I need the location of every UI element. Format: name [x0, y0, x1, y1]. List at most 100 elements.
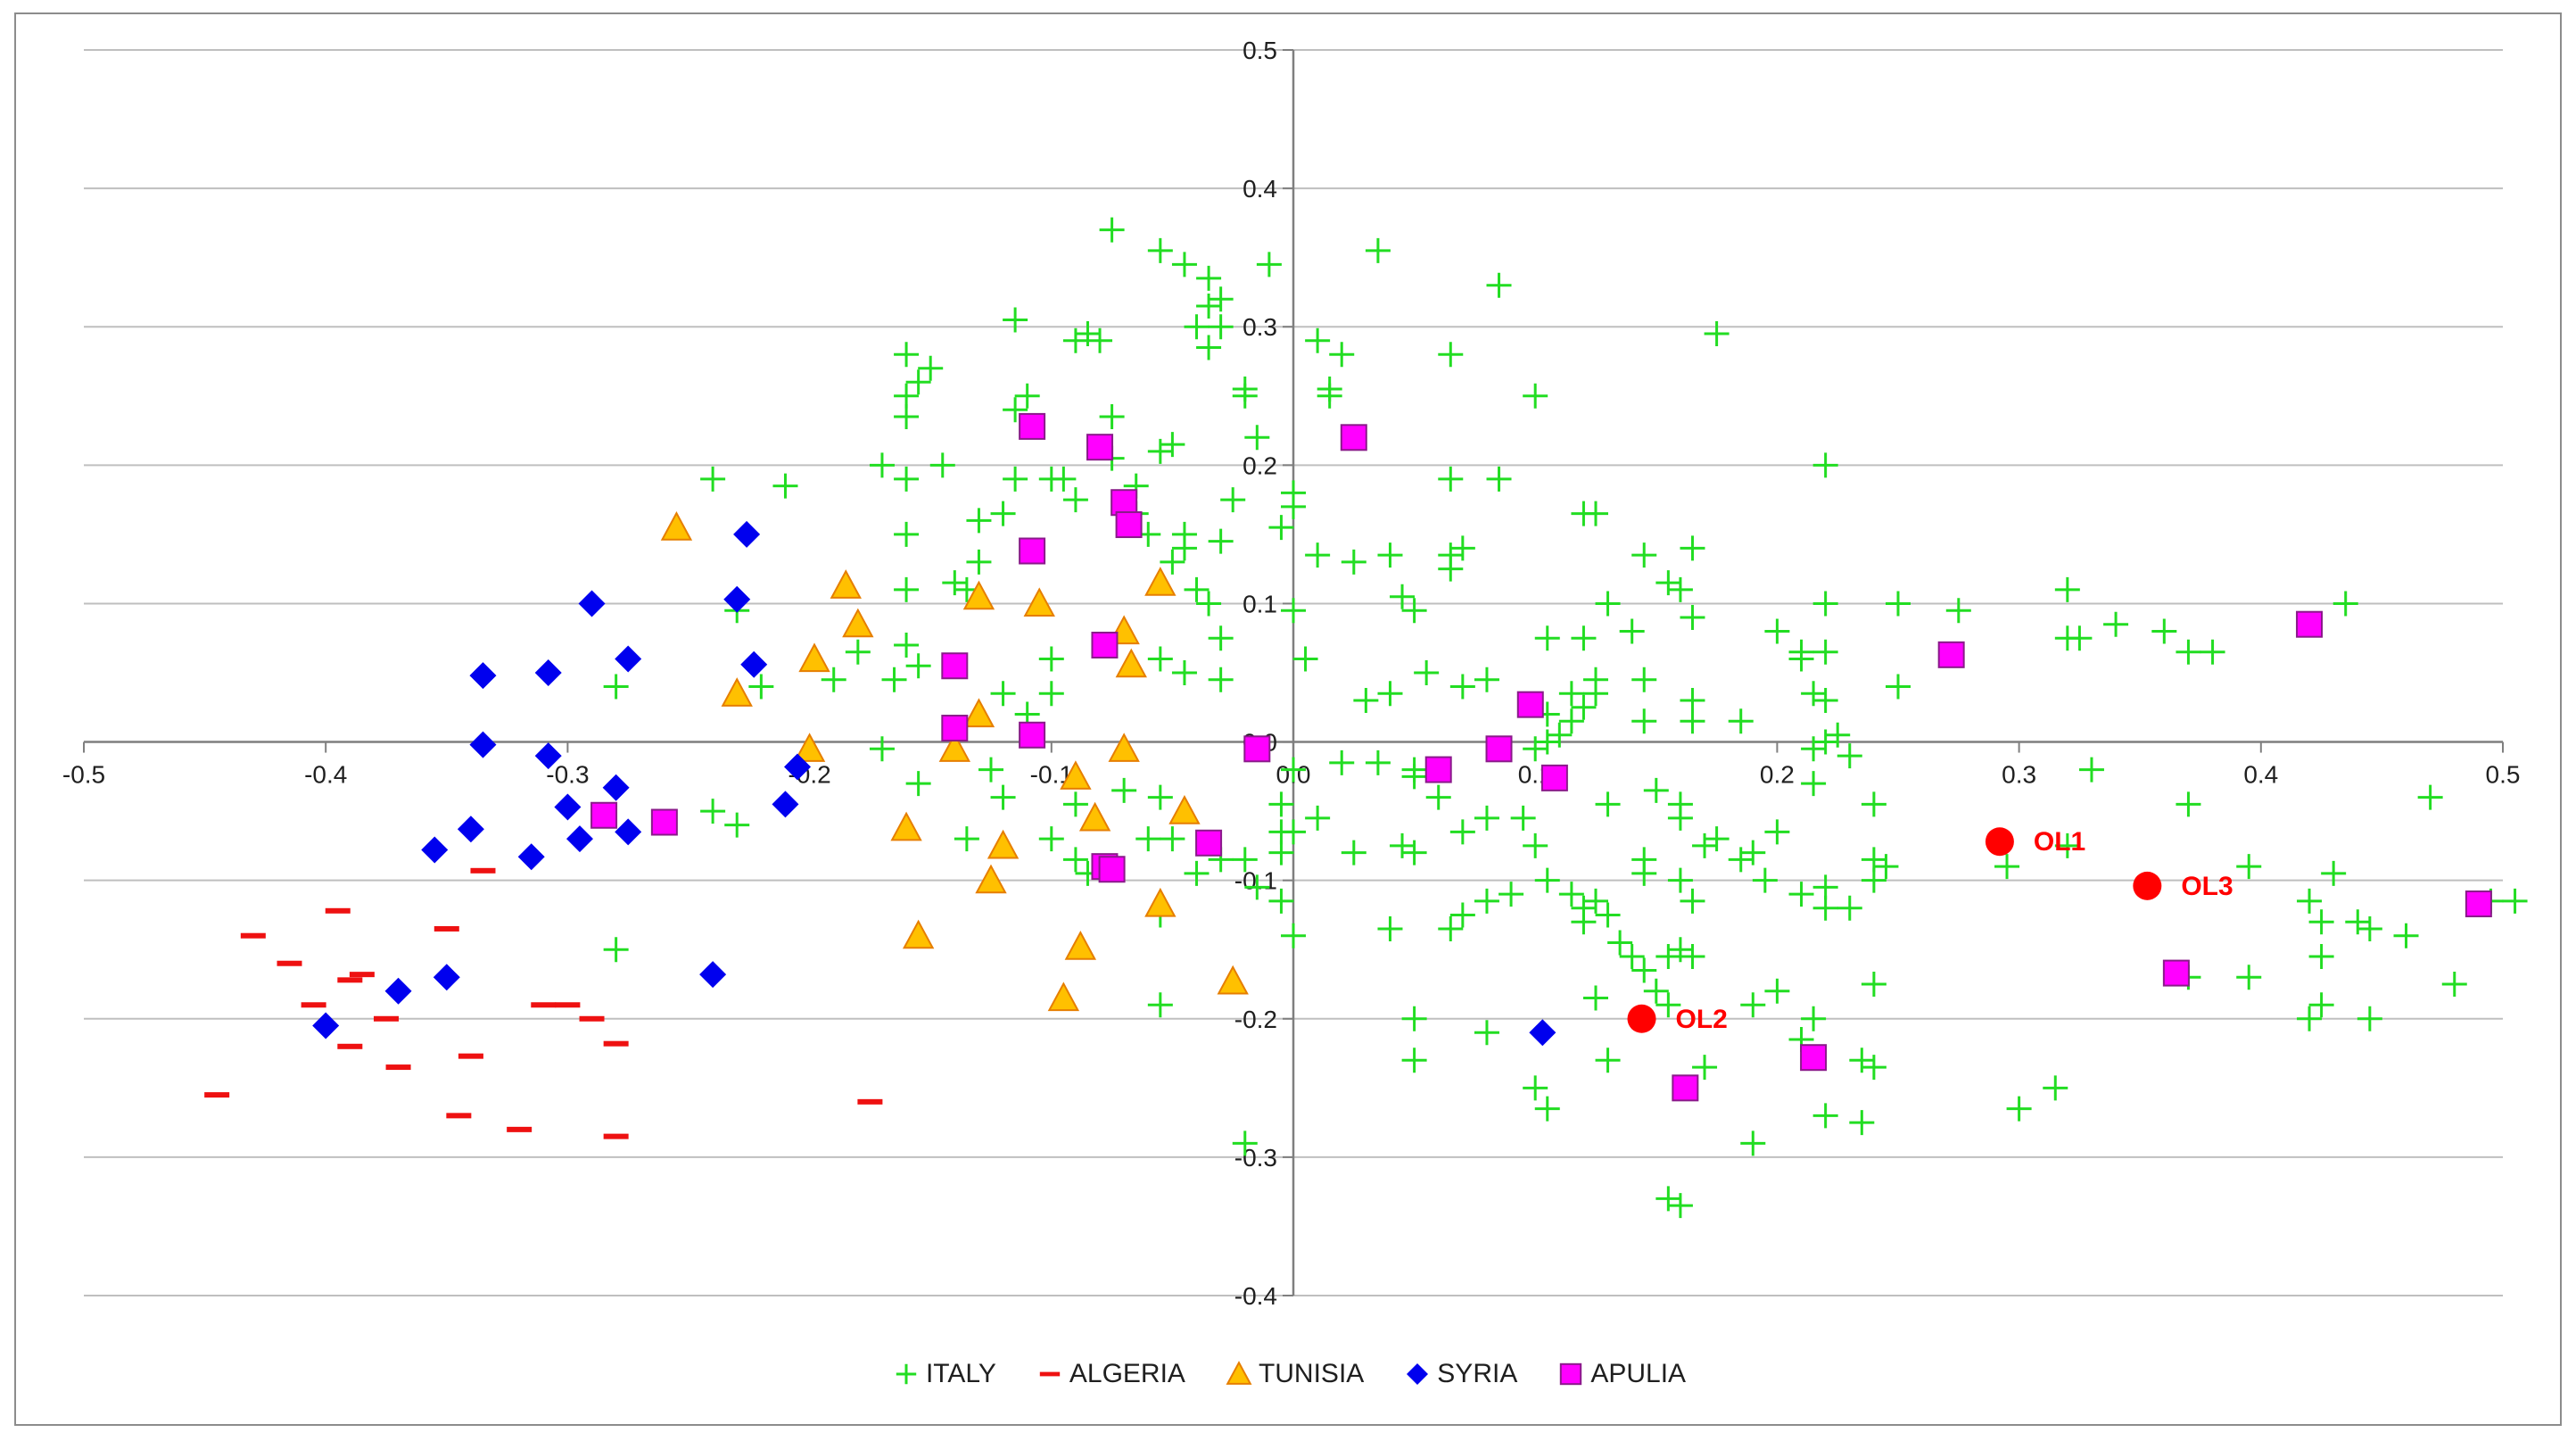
tunisia-point: [1047, 981, 1080, 1012]
italy-point: [1474, 1020, 1499, 1046]
italy-point: [1861, 867, 1887, 893]
italy-point: [2006, 1096, 2032, 1122]
y-tick-label: 0.2: [1243, 451, 1277, 479]
italy-point: [2357, 1006, 2382, 1031]
italy-point: [1945, 598, 1971, 624]
italy-point: [1208, 625, 1234, 651]
italy-point: [1268, 515, 1294, 541]
italy-point: [1414, 660, 1440, 685]
italy-point: [1147, 992, 1173, 1018]
italy-point: [1558, 708, 1584, 734]
italy-point: [1631, 542, 1657, 568]
italy-point: [1788, 882, 1814, 907]
italy-point: [1825, 722, 1851, 748]
tunisia-point: [1108, 733, 1140, 762]
italy-point: [1801, 771, 1827, 797]
italy-point: [2441, 972, 2467, 997]
legend-item-italy: ITALY: [890, 1358, 996, 1390]
italy-point: [1038, 826, 1064, 852]
ol-point: [1627, 1004, 1656, 1033]
italy-point: [1643, 978, 1669, 1004]
italy-point: [1232, 377, 1258, 402]
tunisia-point: [902, 919, 935, 949]
italy-point: [1305, 542, 1331, 568]
italy-point: [1062, 327, 1088, 353]
italy-point: [1571, 625, 1597, 651]
italy-point: [2308, 943, 2334, 969]
italy-point: [1619, 943, 1645, 969]
algeria-point: [603, 1040, 629, 1047]
apulia-point: [1937, 641, 1965, 668]
italy-point: [1268, 791, 1294, 817]
italy-point: [2332, 591, 2358, 617]
legend-label: ALGERIA: [1069, 1359, 1185, 1388]
italy-point: [1655, 1186, 1681, 1212]
tunisia-point: [1144, 567, 1177, 596]
syria-point: [1529, 1019, 1556, 1047]
italy-point: [1692, 832, 1718, 858]
italy-point: [1667, 937, 1693, 963]
apulia-point: [1540, 764, 1568, 791]
algeria-point: [555, 1002, 581, 1008]
italy-point: [1390, 584, 1416, 609]
italy-point: [918, 355, 944, 381]
syria-point: [733, 520, 761, 548]
italy-point: [603, 674, 629, 700]
italy-point: [1474, 888, 1499, 914]
apulia-point: [1243, 735, 1271, 763]
italy-point: [1268, 840, 1294, 865]
italy-point: [2054, 576, 2080, 602]
syria-point: [740, 650, 768, 678]
legend-item-apulia: APULIA: [1555, 1358, 1686, 1390]
italy-point: [894, 576, 920, 602]
italy-point: [1583, 985, 1608, 1011]
italy-point: [1438, 466, 1464, 492]
italy-point: [1135, 826, 1161, 852]
italy-point: [2321, 860, 2347, 886]
algeria-point: [349, 972, 375, 978]
syria-point: [384, 977, 412, 1005]
italy-point: [1147, 438, 1173, 464]
italy-point: [821, 667, 846, 692]
apulia-point: [941, 715, 969, 742]
apulia-point: [2465, 890, 2492, 918]
italy-point: [1171, 252, 1197, 277]
italy-point: [1390, 832, 1416, 858]
tunisia-point: [830, 569, 862, 599]
italy-point: [1305, 805, 1331, 831]
italy-point: [1160, 826, 1185, 852]
italy-point: [1849, 1110, 1875, 1136]
x-tick-label: 0.2: [1760, 761, 1795, 789]
apulia-point: [941, 652, 969, 680]
italy-point: [1861, 791, 1887, 817]
algeria-point: [857, 1098, 883, 1105]
italy-point: [700, 799, 726, 824]
legend-label: TUNISIA: [1258, 1359, 1365, 1388]
point-labels: OL1 OL2 OL3: [1676, 827, 2233, 1034]
algeria-point: [337, 977, 363, 983]
italy-point: [1449, 902, 1475, 928]
syria-point: [772, 791, 799, 818]
italy-point: [1886, 591, 1911, 617]
italy-point: [2297, 1006, 2323, 1031]
italy-point: [929, 452, 955, 478]
italy-point: [1099, 217, 1125, 243]
italy-point: [1449, 674, 1475, 700]
axes: -0.5 -0.4 -0.3 -0.2 -0.1 0.0 0.1 0.2 0.3 0.4 0.5-0…: [62, 37, 2521, 1310]
apulia-point: [1115, 511, 1143, 539]
syria-point: [699, 961, 727, 989]
italy-point: [772, 473, 798, 499]
chart-frame: [14, 12, 2562, 1426]
algeria-point: [374, 1015, 399, 1022]
tunisia-point: [1144, 887, 1177, 917]
x-tick-label: 0.4: [2243, 761, 2278, 789]
point-label: OL2: [1676, 1005, 1728, 1034]
italy-point: [1268, 888, 1294, 914]
legend: ITALY ALGERIA TUNISIA SYRIA APULIA: [0, 1347, 2576, 1401]
italy-point: [1680, 604, 1705, 630]
italy-point: [881, 667, 907, 692]
italy-point: [1196, 335, 1222, 360]
italy-point: [905, 369, 931, 395]
italy-point: [1631, 667, 1657, 692]
italy-point: [1075, 320, 1101, 346]
